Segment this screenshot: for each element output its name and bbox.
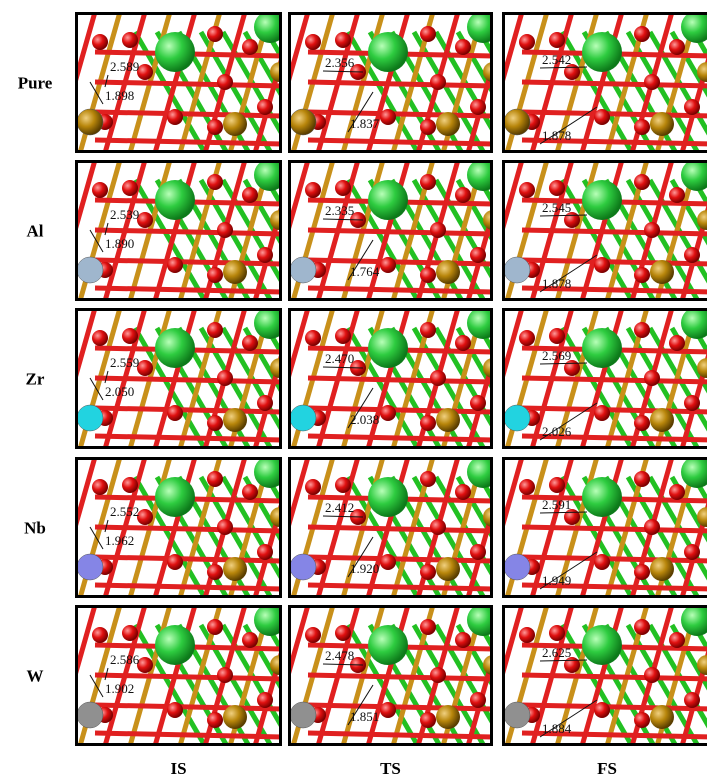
bond-length: 2.412 bbox=[325, 500, 354, 515]
structure-panel: 2.569 2.026 bbox=[482, 307, 707, 449]
bond-length: 1.898 bbox=[105, 88, 134, 103]
bond-length: 2.470 bbox=[325, 351, 354, 366]
bond-length: 1.949 bbox=[542, 573, 571, 588]
bond-length: 1.920 bbox=[350, 561, 379, 576]
bond-length: 2.026 bbox=[542, 424, 572, 439]
structure-panel: 2.591 1.949 bbox=[482, 456, 707, 598]
bond-length: 1.851 bbox=[350, 709, 379, 724]
column-label: IS bbox=[170, 759, 186, 778]
bond-length: 2.569 bbox=[542, 348, 571, 363]
bond-length: 2.539 bbox=[110, 207, 139, 222]
bond-length: 2.038 bbox=[350, 412, 379, 427]
column-label: TS bbox=[380, 759, 401, 778]
bond-length: 1.902 bbox=[105, 681, 134, 696]
bond-length: 2.591 bbox=[542, 497, 571, 512]
bond-length: 1.962 bbox=[105, 533, 134, 548]
bond-length: 2.552 bbox=[110, 504, 139, 519]
bond-length: 1.890 bbox=[105, 236, 134, 251]
bond-length: 1.837 bbox=[350, 116, 380, 131]
bond-length: 1.878 bbox=[542, 128, 571, 143]
structure-panel: 2.625 1.884 bbox=[482, 604, 707, 746]
bond-length: 2.335 bbox=[325, 203, 354, 218]
row-label: Zr bbox=[26, 369, 45, 388]
bond-length: 1.764 bbox=[350, 264, 380, 279]
column-label: FS bbox=[597, 759, 617, 778]
bond-length: 2.356 bbox=[325, 55, 355, 70]
bond-length: 2.478 bbox=[325, 648, 354, 663]
bond-length: 2.542 bbox=[542, 52, 571, 67]
row-label: Pure bbox=[18, 73, 53, 92]
row-label: Nb bbox=[24, 518, 46, 537]
bond-length: 2.545 bbox=[542, 200, 571, 215]
bond-length: 1.878 bbox=[542, 276, 571, 291]
row-label: Al bbox=[27, 221, 44, 240]
structure-panel: 2.545 1.878 bbox=[482, 159, 707, 301]
structure-panel: 2.542 1.878 bbox=[482, 11, 707, 153]
bond-length: 1.884 bbox=[542, 721, 572, 736]
row-label: W bbox=[27, 666, 44, 685]
bond-length: 2.586 bbox=[110, 652, 140, 667]
bond-length: 2.625 bbox=[542, 645, 571, 660]
bond-length: 2.589 bbox=[110, 59, 139, 74]
bond-length: 2.559 bbox=[110, 355, 139, 370]
figure: Pure 2.589 1.898 2.356 1.837 2.542 1.878 Al 2.53… bbox=[0, 0, 707, 780]
bond-length: 2.050 bbox=[105, 384, 134, 399]
